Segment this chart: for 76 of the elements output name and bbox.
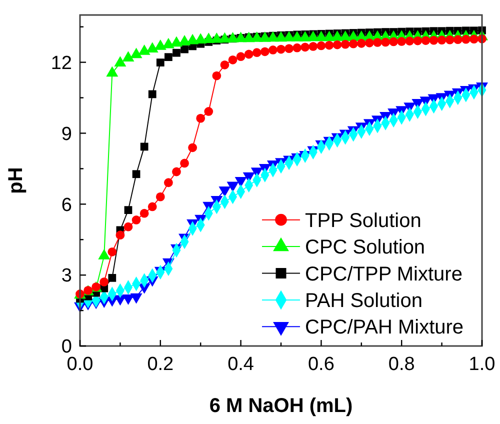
point (148, 90, 156, 98)
point (365, 38, 374, 48)
x-tick-label: 1.0 (468, 354, 496, 375)
point (132, 216, 141, 224)
point (124, 206, 132, 214)
point (373, 38, 382, 47)
point (308, 42, 318, 51)
point (172, 48, 180, 57)
point (234, 177, 247, 188)
point (470, 34, 478, 44)
point (218, 186, 231, 197)
point (332, 40, 342, 50)
point (356, 38, 366, 48)
point (148, 202, 157, 212)
point (220, 60, 230, 70)
point (212, 71, 222, 80)
point (124, 222, 133, 232)
point (405, 36, 414, 46)
legend-label: TPP Solution (305, 210, 422, 232)
point (228, 55, 238, 64)
point (132, 170, 140, 178)
point (164, 178, 173, 188)
point (164, 53, 172, 62)
point (180, 45, 188, 54)
y-tick-label: 6 (61, 194, 72, 216)
point (429, 36, 438, 45)
point (381, 38, 390, 47)
x-axis-title: 6 M NaOH (mL) (209, 395, 353, 417)
point (276, 44, 286, 54)
x-tick-label: 0.6 (308, 354, 334, 375)
point (348, 39, 358, 48)
y-tick-label: 3 (61, 266, 72, 287)
y-tick-label: 9 (61, 124, 72, 145)
y-axis-title: pH (5, 167, 27, 194)
point (204, 107, 214, 116)
point (389, 37, 398, 46)
point (437, 36, 446, 44)
point (156, 192, 165, 202)
point (156, 58, 164, 66)
x-tick-label: 0.8 (388, 354, 415, 375)
point (172, 167, 181, 176)
point (226, 182, 239, 192)
point (252, 48, 262, 58)
point (244, 50, 254, 59)
point (445, 35, 454, 44)
point (413, 36, 422, 46)
point (268, 46, 278, 54)
point (196, 114, 206, 123)
y-tick-label: 12 (50, 52, 72, 74)
point (316, 41, 326, 50)
point (116, 230, 125, 240)
point (180, 158, 189, 168)
legend-label: PAH Solution (305, 290, 422, 312)
point (397, 37, 406, 46)
point (340, 40, 350, 49)
point (236, 52, 246, 62)
point (421, 36, 430, 45)
point (324, 40, 334, 50)
point (260, 47, 270, 56)
point (108, 247, 117, 256)
point (453, 35, 462, 44)
point (130, 293, 142, 304)
point (461, 34, 470, 44)
point (140, 142, 148, 151)
legend-label: CPC Solution (305, 236, 426, 259)
point (188, 143, 197, 152)
legend-label: CPC/TPP Mixture (305, 263, 462, 286)
point (108, 274, 116, 282)
point (100, 277, 109, 286)
x-tick-label: 0.2 (147, 354, 174, 375)
legend-label: CPC/PAH Mixture (305, 316, 464, 339)
point (284, 44, 294, 54)
x-tick-label: 0.4 (228, 354, 254, 375)
point (292, 43, 302, 52)
point (300, 42, 310, 52)
point (140, 208, 149, 218)
